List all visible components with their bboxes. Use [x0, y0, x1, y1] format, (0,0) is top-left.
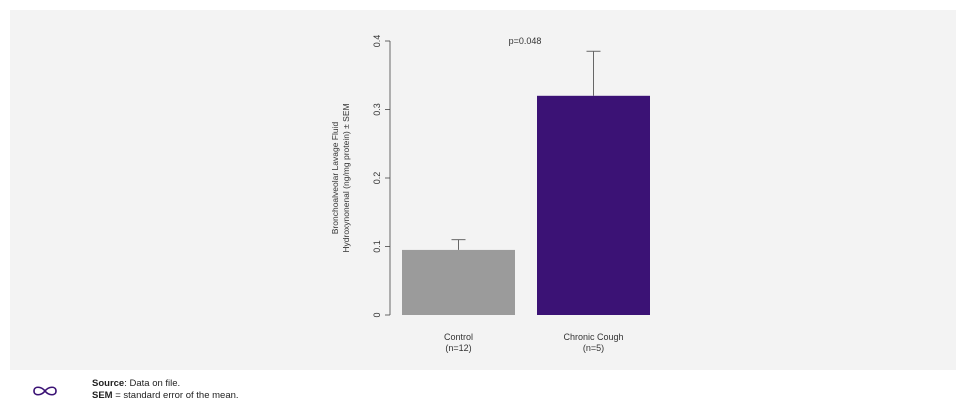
source-label: Source: [92, 378, 125, 389]
category-label: Chronic Cough: [563, 332, 623, 342]
infinity-logo-icon: [33, 386, 57, 396]
y-axis-label-line2: Hydroxynonenal (ng/mg protein) ± SEM: [341, 103, 351, 252]
y-tick-label: 0.3: [372, 103, 382, 116]
sem-note: SEM = standard error of the mean.: [92, 390, 239, 402]
category-label: (n=12): [445, 343, 471, 353]
category-label: Control: [444, 332, 473, 342]
footnotes: Source: Data on file. SEM = standard err…: [92, 378, 239, 402]
bar-chart: 0 0.1 0.2 0.3 0.4 Bronchoalveolar Lavage Flui…: [330, 35, 650, 353]
chart-panel: 0 0.1 0.2 0.3 0.4 Bronchoalveolar Lavage Flui…: [10, 10, 956, 370]
y-tick-label: 0.4: [372, 35, 382, 48]
sem-label: SEM: [92, 390, 113, 401]
category-label: (n=5): [583, 343, 604, 353]
footer: Source: Data on file. SEM = standard err…: [30, 378, 930, 404]
y-tick-label: 0: [372, 312, 382, 317]
y-axis-label-line1: Bronchoalveolar Lavage Fluid: [330, 122, 340, 235]
source-note: Source: Data on file.: [92, 378, 239, 390]
y-tick-label: 0.1: [372, 240, 382, 253]
bar: [402, 249, 515, 315]
p-value-annotation: p=0.048: [509, 36, 542, 46]
source-text: : Data on file.: [124, 378, 181, 389]
y-tick-label: 0.2: [372, 172, 382, 185]
bar: [537, 95, 650, 315]
sem-text: = standard error of the mean.: [112, 390, 239, 401]
